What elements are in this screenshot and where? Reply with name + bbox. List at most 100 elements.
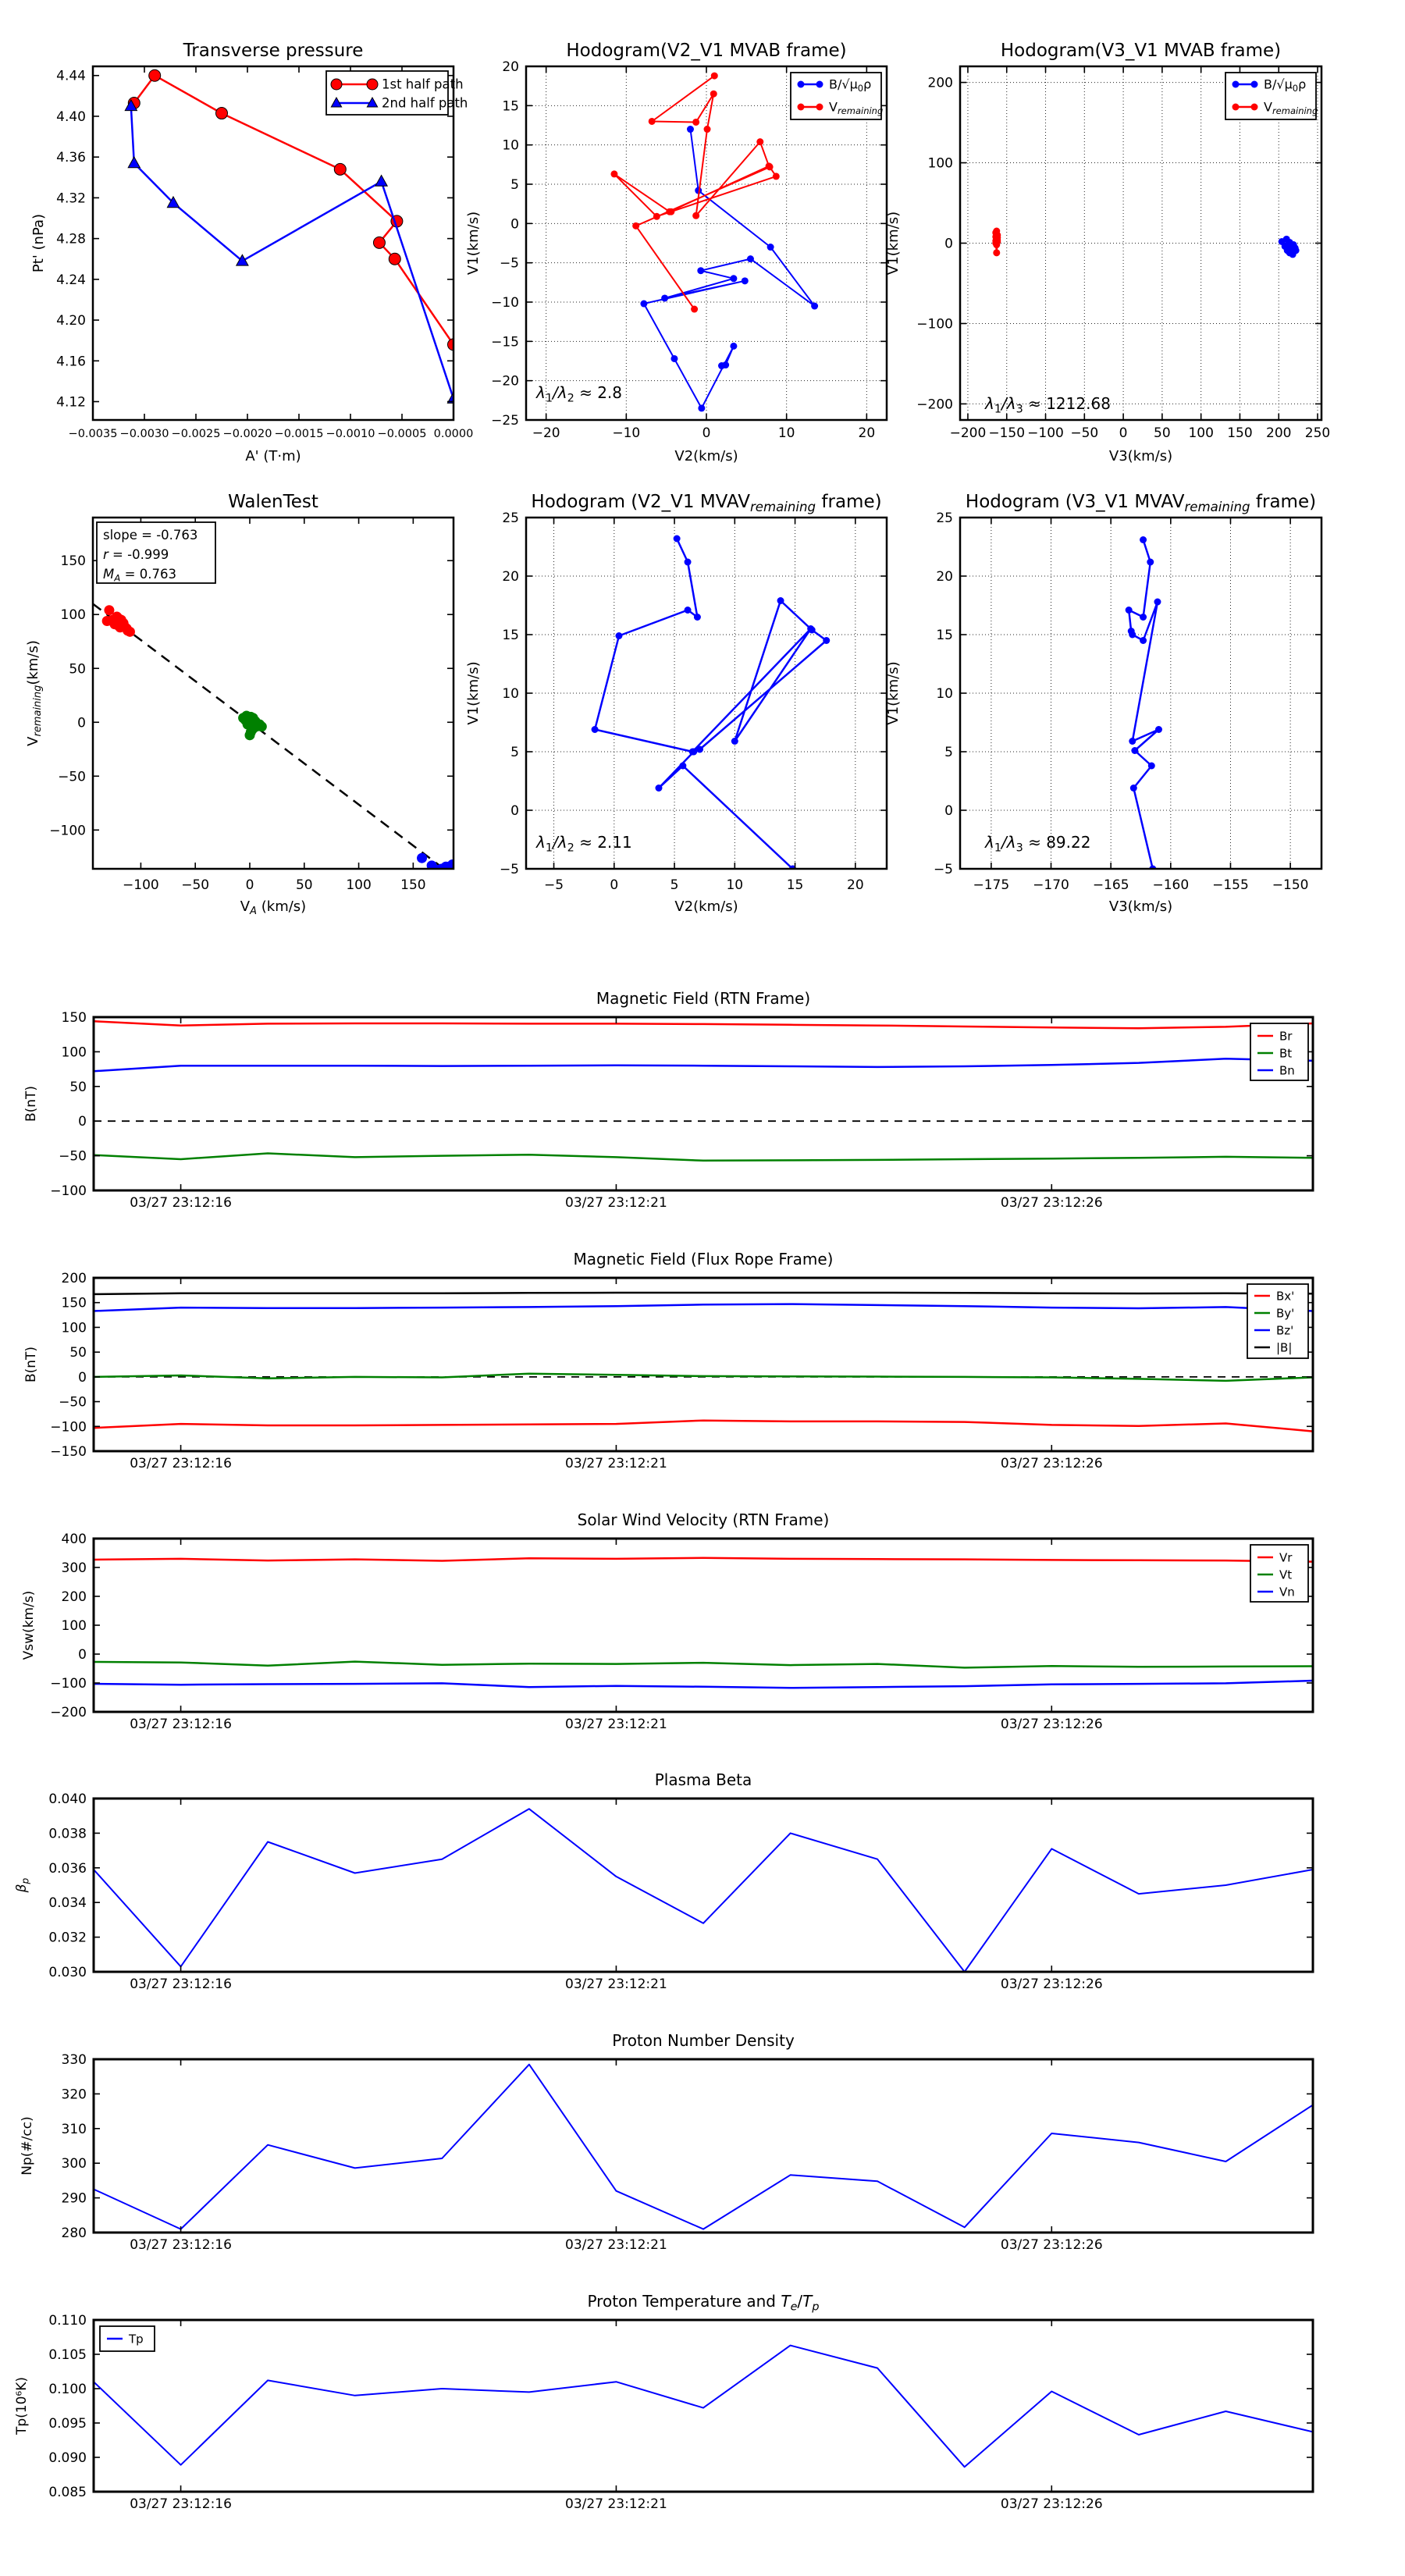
chart-hodogram-v3v1-mvab: −200 −150 −100 −50 0 50 100 150 200 250−200−10001…: [885, 41, 1330, 464]
hodogram-v3v1-mvav-title: Hodogram (V3_V1 MVAVremaining frame): [966, 492, 1316, 514]
vsw-rtn-xticklabel: 03/27 23:12:26: [1001, 1717, 1103, 1732]
chart-proton-density: 03/27 23:12:16 03/27 23:12:21 03/27 23:12:…: [20, 2031, 1314, 2253]
walen-stats-line: MA = 0.763: [103, 567, 176, 584]
circle-marker: [1140, 536, 1147, 543]
plasma-beta-title: Plasma Beta: [655, 1770, 752, 1789]
hodogram-v3v1-mvav-yticklabel: 5: [944, 745, 953, 760]
proton-temp-yticklabel: 0.085: [48, 2485, 87, 2500]
hodogram-v3v1-mvab-xticklabel: 100: [1188, 425, 1213, 441]
transverse-pressure-xlabel: A' (T·m): [245, 448, 301, 464]
circle-marker: [1147, 558, 1154, 566]
hodogram-v3v1-mvab-xticklabel: −150: [988, 425, 1025, 441]
proton-temp-yticklabel: 0.110: [48, 2313, 87, 2329]
b-fluxrope-series-By-prime: [94, 1372, 1313, 1382]
hodogram-v2v1-mvab-xticklabel: 20: [859, 425, 876, 441]
circle-marker: [710, 72, 718, 80]
circle-marker: [1250, 80, 1258, 88]
circle-marker: [690, 748, 698, 756]
hodogram-v3v1-mvav-ylabel: V1(km/s): [885, 661, 902, 724]
hodogram-v3v1-mvab-xticklabel: 50: [1154, 425, 1171, 441]
circle-marker: [107, 614, 118, 625]
b-fluxrope-xticklabel: 03/27 23:12:16: [130, 1456, 232, 1471]
b-rtn-legend-label: Bn: [1279, 1064, 1295, 1078]
walen-stats-box: [96, 521, 216, 584]
circle-marker: [691, 305, 699, 313]
hodogram-v3v1-mvab-xticklabel: 250: [1305, 425, 1330, 441]
proton-temp-yticklabel: 0.105: [48, 2347, 87, 2363]
vsw-rtn-legend-label: Vt: [1279, 1568, 1292, 1582]
hodogram-v3v1-mvab-ylabel: V1(km/s): [885, 212, 902, 275]
hodogram-v3v1-mvav-yticklabel: 0: [944, 803, 953, 819]
vsw-rtn-yticklabel: 0: [78, 1647, 87, 1663]
proton-temp-yticklabel: 0.095: [48, 2416, 87, 2432]
vsw-rtn-legend-label: Vr: [1279, 1551, 1293, 1565]
circle-marker: [730, 275, 738, 283]
hodogram-v3v1-mvab-title: Hodogram(V3_V1 MVAB frame): [1001, 41, 1281, 61]
b-rtn-yticklabel: 0: [78, 1114, 87, 1130]
circle-marker: [433, 873, 443, 883]
circle-marker: [731, 738, 738, 745]
vsw-rtn-yticklabel: 200: [62, 1589, 87, 1605]
hodogram-v2v1-mvav-yticklabel: 25: [502, 511, 519, 526]
b-rtn-xticklabel: 03/27 23:12:26: [1001, 1195, 1103, 1211]
vsw-rtn-yticklabel: 400: [62, 1532, 87, 1547]
hodogram-v2v1-mvab-legend: [790, 72, 882, 120]
circle-marker: [1131, 747, 1139, 754]
triangle-marker: [446, 391, 454, 404]
b-rtn-xticklabel: 03/27 23:12:21: [565, 1195, 667, 1211]
hodogram-v3v1-mvav-xticklabel: −175: [973, 877, 1010, 893]
hodogram-v2v1-mvab-xticklabel: −10: [612, 425, 640, 441]
b-fluxrope-title: Magnetic Field (Flux Rope Frame): [574, 1250, 834, 1268]
hodogram-v2v1-mvav-xticklabel: 10: [726, 877, 743, 893]
circle-marker: [440, 861, 451, 869]
circle-marker: [823, 637, 831, 644]
circle-marker: [1140, 614, 1147, 621]
transverse-pressure-title: Transverse pressure: [183, 41, 364, 61]
hodogram-v2v1-mvav-series-v-path: [593, 538, 827, 869]
hodogram-v3v1-mvab-legend: [1225, 72, 1317, 120]
circle-marker: [1250, 103, 1258, 111]
b-fluxrope-ylabel: B(nT): [23, 1347, 39, 1382]
chart-plasma-beta: 03/27 23:12:16 03/27 23:12:21 03/27 23:12:…: [14, 1770, 1314, 1992]
circle-marker: [148, 69, 162, 82]
plasma-beta-yticklabel: 0.040: [48, 1791, 87, 1807]
vsw-rtn-legend-label: Vn: [1279, 1585, 1295, 1599]
hodogram-v2v1-mvab-title: Hodogram(V2_V1 MVAB frame): [566, 41, 846, 61]
vsw-rtn-series-Vr: [94, 1557, 1313, 1563]
hodogram-v2v1-mvab-ylabel: V1(km/s): [465, 212, 482, 275]
hodogram-v3v1-mvav-yticklabel: 20: [936, 569, 953, 585]
circle-marker: [648, 117, 656, 125]
walen-test-xticklabel: 100: [346, 877, 371, 893]
circle-marker: [417, 852, 428, 863]
hodogram-v3v1-mvav-annotation: λ1/λ3 ≈ 89.22: [984, 833, 1090, 854]
circle-marker: [816, 80, 823, 88]
hodogram-v3v1-mvab-xticklabel: −200: [950, 425, 987, 441]
b-rtn-legend-label: Br: [1279, 1030, 1293, 1044]
hodogram-v2v1-mvav-yticklabel: 20: [502, 569, 519, 585]
proton-density-yticklabel: 330: [62, 2052, 87, 2068]
transverse-pressure-ylabel: Pt' (nPa): [30, 214, 47, 272]
proton-temp-frame: [92, 2318, 1314, 2493]
hodogram-v2v1-mvab-yticklabel: 15: [502, 98, 519, 114]
circle-marker: [772, 173, 780, 180]
circle-marker: [1154, 598, 1161, 606]
circle-marker: [1232, 80, 1240, 88]
hodogram-v3v1-mvav-xticklabel: −155: [1212, 877, 1249, 893]
proton-temp-series-Tp: [94, 2344, 1313, 2468]
hodogram-v2v1-mvav-xticklabel: 20: [847, 877, 864, 893]
circle-marker: [684, 607, 692, 614]
vsw-rtn-series-Vt: [94, 1660, 1313, 1669]
circle-marker: [388, 252, 401, 265]
plasma-beta-yticklabel: 0.034: [48, 1895, 87, 1911]
circle-marker: [215, 107, 228, 120]
proton-density-xticklabel: 03/27 23:12:26: [1001, 2237, 1103, 2253]
circle-marker: [330, 78, 343, 91]
hodogram-v3v1-mvab-xticklabel: 150: [1227, 425, 1252, 441]
transverse-pressure-yticklabel: 4.24: [56, 272, 86, 288]
transverse-pressure-frame: [91, 65, 455, 422]
circle-marker: [615, 632, 623, 639]
triangle-marker: [375, 174, 389, 187]
hodogram-v2v1-mvav-yticklabel: 5: [510, 745, 519, 760]
hodogram-v3v1-mvab-xticklabel: 200: [1266, 425, 1291, 441]
circle-marker: [640, 300, 648, 308]
